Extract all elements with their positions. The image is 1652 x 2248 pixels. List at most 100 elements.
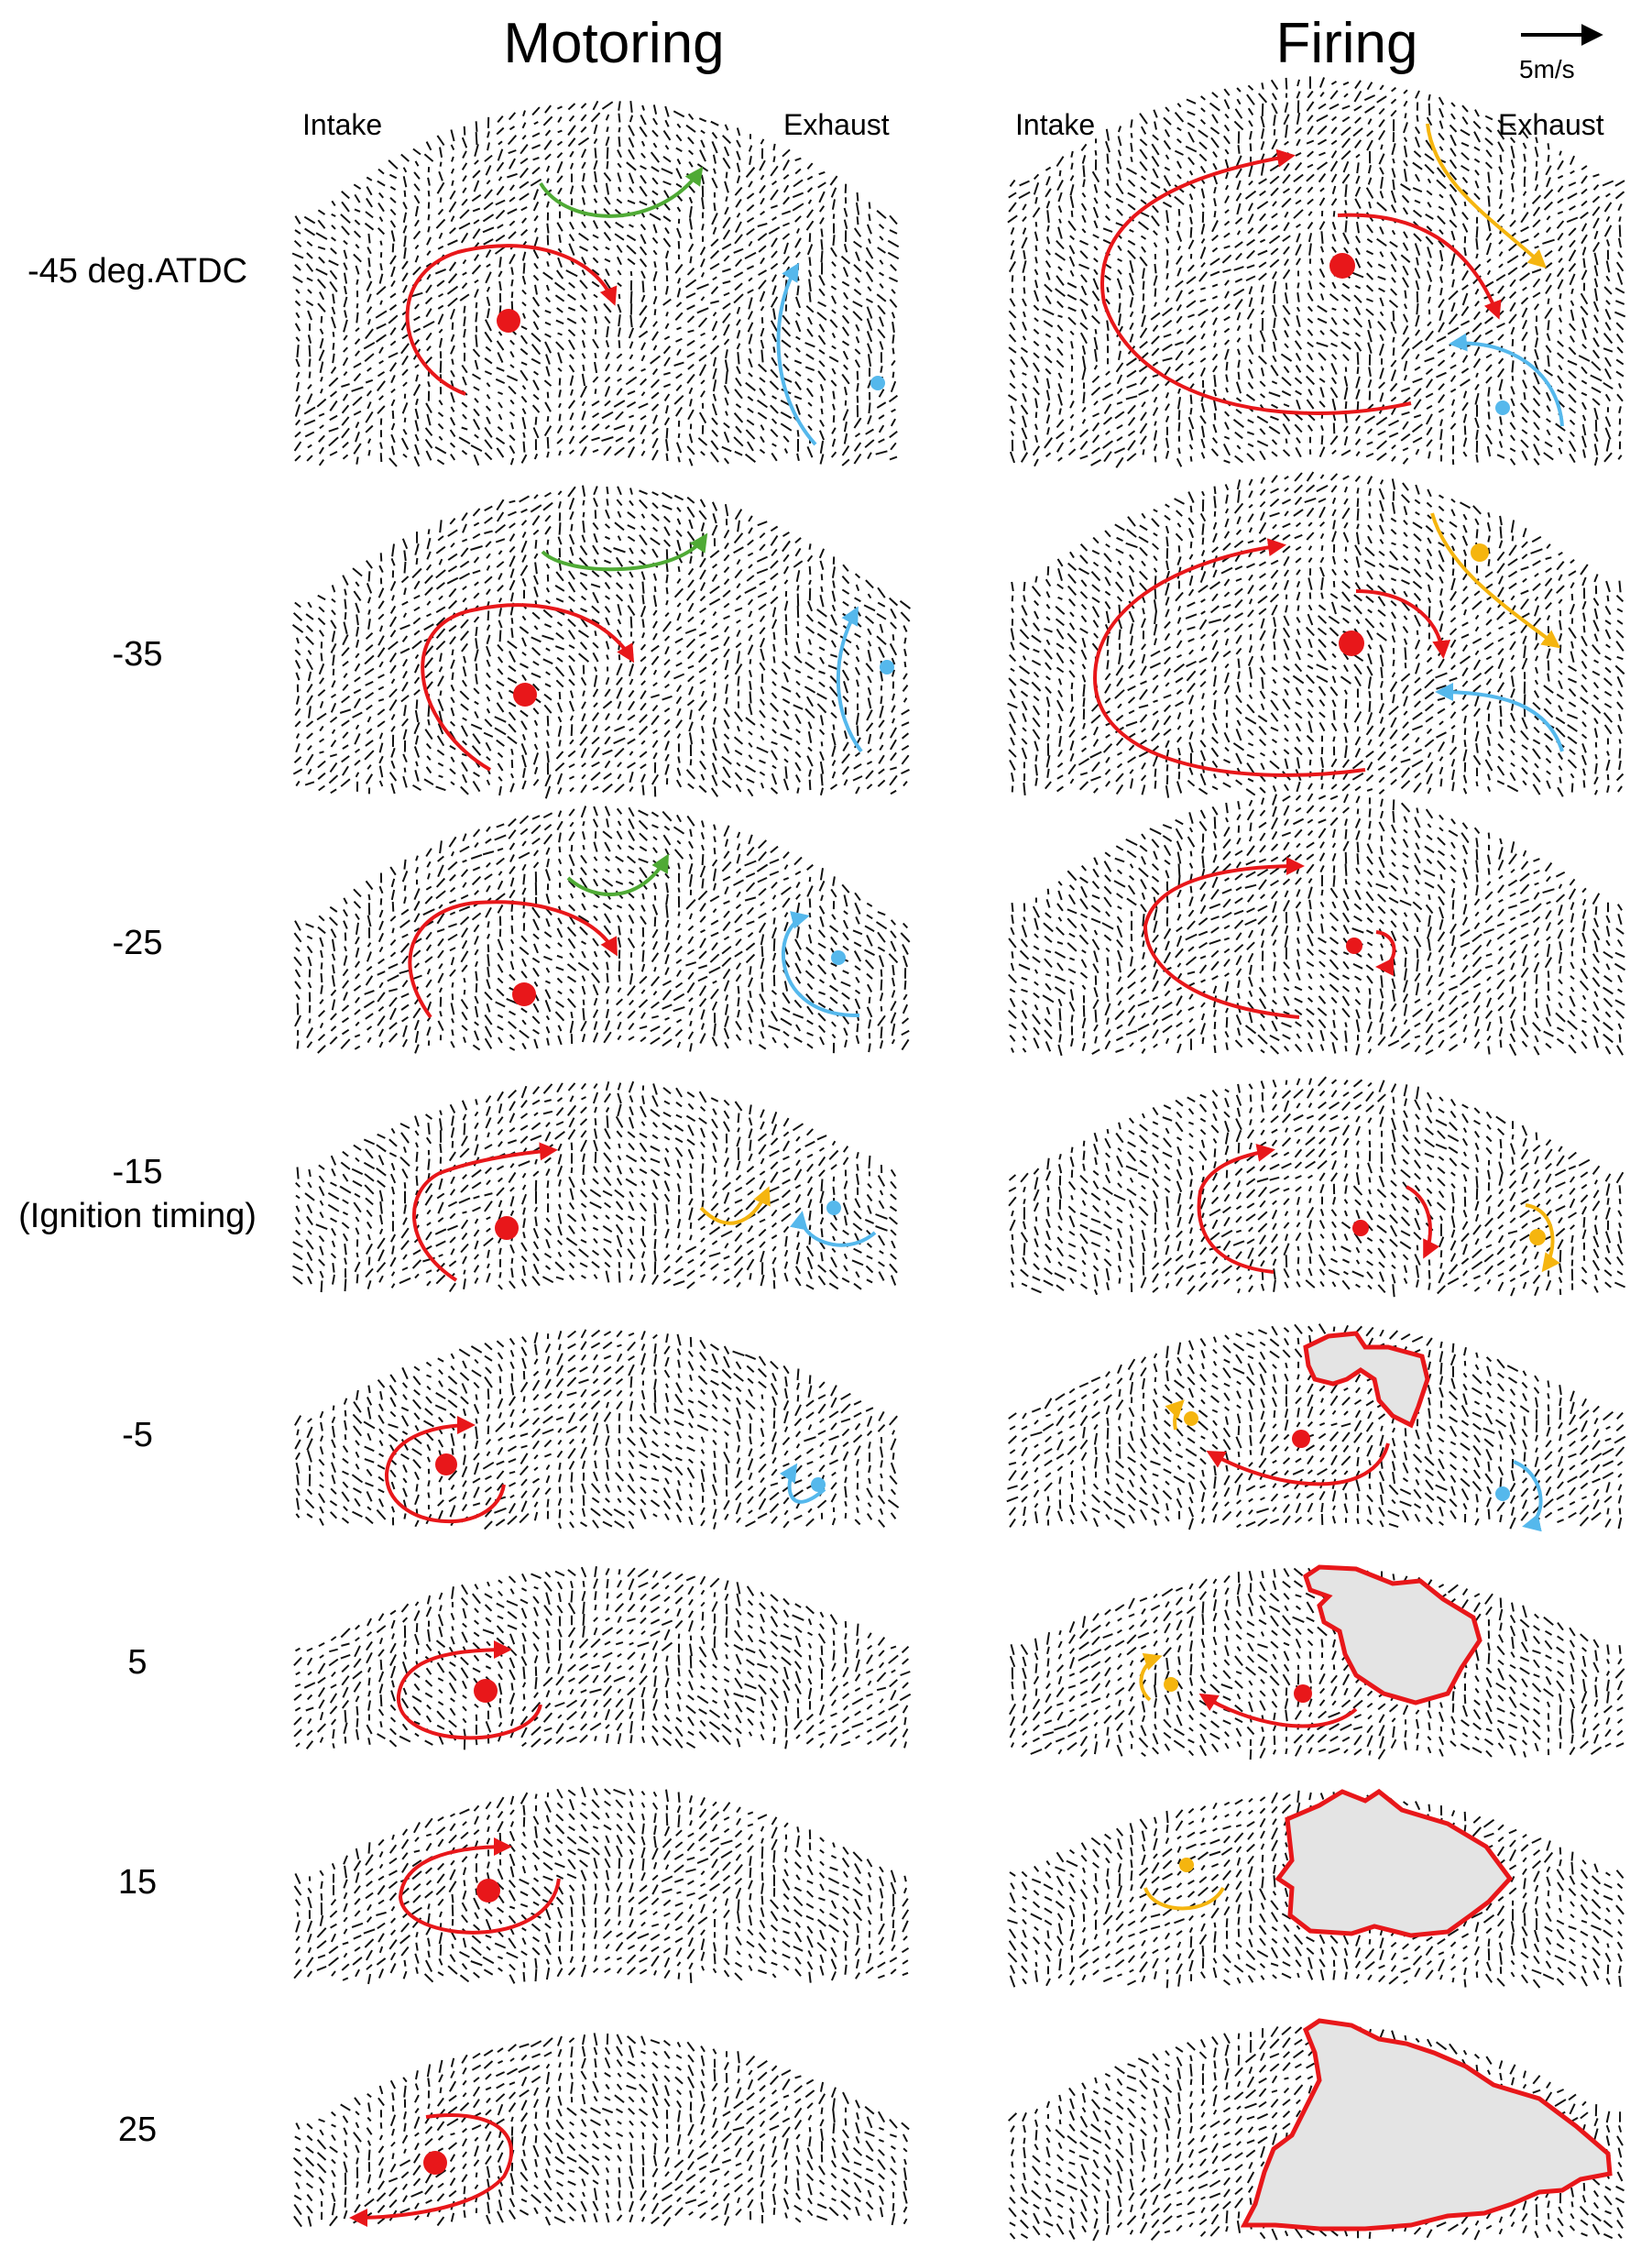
flame-region-15 bbox=[1275, 1788, 1514, 1938]
vector-field-panel-4 bbox=[291, 1080, 898, 1293]
vector-field-strokes-1 bbox=[291, 100, 900, 467]
vector-field-panel-9 bbox=[1007, 76, 1626, 468]
motoring-main-vortex-arrow-2 bbox=[421, 603, 635, 772]
motoring-vortex-center-6 bbox=[474, 1679, 498, 1703]
firing-main-vortex-arrow-3 bbox=[1143, 857, 1305, 1019]
motoring-intake-label: Intake bbox=[302, 108, 383, 141]
vector-field-panel-14 bbox=[1009, 1567, 1625, 1760]
motoring-main-vortex-arrow-3 bbox=[408, 900, 618, 1019]
firing-vortex-center-1 bbox=[1329, 253, 1355, 279]
row-label-5: -5 bbox=[0, 1413, 275, 1457]
row-label-1-text: -45 deg.ATDC bbox=[27, 252, 248, 291]
firing-secondary-center-4 bbox=[1529, 1229, 1546, 1245]
motoring-main-vortex-arrow-6 bbox=[396, 1640, 542, 1740]
motoring-vortex-center-1 bbox=[497, 309, 520, 333]
row-label-3: -25 bbox=[0, 921, 275, 965]
firing-secondary-center-6 bbox=[1164, 1677, 1178, 1692]
motoring-main-vortex-arrow-7 bbox=[398, 1837, 561, 1935]
row-label-4: -15 (Ignition timing) bbox=[0, 1150, 275, 1238]
row-label-3-text: -25 bbox=[112, 924, 163, 962]
vector-field-panel-2 bbox=[291, 485, 912, 799]
motoring-secondary-vortex-arrow-4 bbox=[699, 1186, 771, 1225]
firing-vortex-center-5 bbox=[1292, 1430, 1310, 1448]
firing-main-vortex-arrow-4 bbox=[1197, 1143, 1275, 1274]
motoring-exhaust-vortex-arrow-4 bbox=[790, 1211, 877, 1247]
flame-region-25 bbox=[1240, 2018, 1613, 2232]
firing-secondary-vortex-arrow-1 bbox=[1426, 123, 1547, 269]
motoring-exhaust-vortex-arrow-2 bbox=[836, 606, 863, 753]
motoring-exhaust-center-4 bbox=[826, 1201, 841, 1215]
vector-field-strokes-14 bbox=[1009, 1567, 1625, 1760]
firing-exhaust-vortex-arrow-1 bbox=[1449, 333, 1564, 427]
motoring-exhaust-vortex-arrow-5 bbox=[779, 1463, 826, 1504]
firing-vortex-center-4 bbox=[1352, 1220, 1369, 1236]
motoring-main-vortex-arrow-1 bbox=[405, 244, 618, 396]
scale-label: 5m/s bbox=[1519, 55, 1575, 83]
motoring-upper-vortex-arrow-2 bbox=[541, 532, 708, 572]
row-label-4-sublabel: (Ignition timing) bbox=[18, 1197, 257, 1235]
firing-main-vortex-arrow-2 bbox=[1092, 538, 1366, 777]
firing-main-vortex-arrow-5 bbox=[1206, 1442, 1390, 1486]
firing-secondary-vortex-arrow-5 bbox=[1165, 1399, 1185, 1431]
motoring-vortex-annotations bbox=[349, 166, 894, 2227]
row-label-7: 15 bbox=[0, 1860, 275, 1904]
firing-secondary-vortex-arrow-2 bbox=[1430, 512, 1561, 649]
row-label-1: -45 deg.ATDC bbox=[0, 249, 275, 293]
flame-region-5 bbox=[1303, 1564, 1482, 1705]
motoring-main-vortex-arrow-8 bbox=[349, 2113, 513, 2227]
row-label-6: 5 bbox=[0, 1640, 275, 1684]
motoring-exhaust-center-2 bbox=[880, 660, 894, 674]
row-label-4-text: -15 bbox=[112, 1153, 163, 1191]
vector-field-strokes-10 bbox=[1007, 471, 1625, 798]
firing-secondary-center-2 bbox=[1471, 543, 1489, 562]
motoring-exhaust-vortex-arrow-3 bbox=[781, 911, 860, 1018]
motoring-vortex-center-7 bbox=[476, 1879, 500, 1903]
motoring-main-vortex-arrow-4 bbox=[412, 1142, 558, 1282]
flame-regions bbox=[1240, 1331, 1613, 2232]
firing-exhaust-vortex-arrow-2 bbox=[1435, 683, 1564, 752]
firing-main-vortex-arrow-6 bbox=[1198, 1693, 1358, 1728]
firing-inner-vortex-arrow-1 bbox=[1337, 213, 1502, 320]
firing-exhaust-center-1 bbox=[1495, 400, 1510, 415]
firing-inner-vortex-arrow-3 bbox=[1375, 930, 1396, 976]
vector-field-panel-8 bbox=[292, 2033, 910, 2228]
firing-main-vortex-arrow-1 bbox=[1100, 148, 1412, 415]
motoring-main-vortex-arrow-5 bbox=[384, 1416, 506, 1524]
vector-field-strokes-2 bbox=[291, 485, 912, 799]
motoring-vortex-center-2 bbox=[513, 683, 537, 707]
firing-vortex-annotations bbox=[1092, 123, 1564, 1911]
motoring-upper-vortex-arrow-3 bbox=[566, 853, 669, 896]
vector-field-strokes-4 bbox=[291, 1080, 898, 1293]
motoring-exhaust-center-1 bbox=[870, 376, 885, 390]
row-label-6-text: 5 bbox=[127, 1643, 148, 1682]
vector-field-panel-6 bbox=[293, 1566, 912, 1750]
firing-vortex-center-2 bbox=[1339, 631, 1364, 656]
vector-field-strokes-7 bbox=[293, 1786, 910, 1985]
vector-field-panel-11 bbox=[1008, 793, 1626, 1057]
row-label-7-text: 15 bbox=[117, 1863, 158, 1902]
motoring-vortex-center-8 bbox=[423, 2151, 447, 2175]
motoring-exhaust-center-5 bbox=[811, 1477, 826, 1492]
motoring-vortex-center-3 bbox=[512, 982, 536, 1006]
motoring-exhaust-vortex-arrow-1 bbox=[776, 262, 817, 446]
firing-inner-vortex-arrow-2 bbox=[1355, 589, 1451, 659]
firing-column-title: Firing bbox=[1275, 12, 1418, 75]
row-label-8-text: 25 bbox=[117, 2111, 158, 2149]
vector-field-panel-10 bbox=[1007, 471, 1625, 798]
motoring-column-title: Motoring bbox=[503, 12, 725, 75]
motoring-exhaust-center-3 bbox=[831, 950, 846, 965]
motoring-exhaust-label: Exhaust bbox=[783, 108, 890, 141]
flame-region-minus5 bbox=[1303, 1331, 1430, 1429]
vector-field-panel-3 bbox=[293, 806, 911, 1054]
firing-intake-label: Intake bbox=[1015, 108, 1096, 141]
firing-secondary-vortex-arrow-4 bbox=[1525, 1203, 1560, 1273]
row-label-2: -35 bbox=[0, 632, 275, 676]
row-label-8: 25 bbox=[0, 2108, 275, 2152]
vector-field-strokes-3 bbox=[293, 806, 911, 1054]
firing-secondary-vortex-arrow-7 bbox=[1143, 1886, 1225, 1911]
vector-field-panel-12 bbox=[1008, 1076, 1626, 1298]
motoring-upper-vortex-arrow-1 bbox=[539, 166, 704, 218]
motoring-vortex-center-5 bbox=[435, 1453, 457, 1475]
firing-exhaust-label: Exhaust bbox=[1498, 108, 1604, 141]
